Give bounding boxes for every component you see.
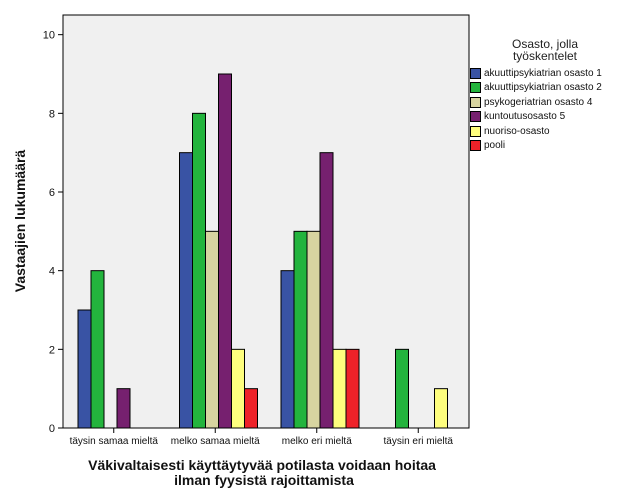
bar <box>244 388 258 429</box>
y-tick-label: 0 <box>49 423 55 435</box>
bar <box>90 270 105 429</box>
bar <box>116 388 131 429</box>
y-axis-label: Vastaajien lukumäärä <box>12 150 28 293</box>
legend-label: psykogeriatrian osasto 4 <box>484 96 593 108</box>
bar <box>306 230 321 429</box>
legend-items: akuuttipsykiatrian osasto 1 akuuttipsykia… <box>470 66 620 153</box>
bar <box>179 152 193 429</box>
legend-swatch <box>470 125 481 137</box>
legend-swatch <box>470 111 481 123</box>
legend-item: pooli <box>470 139 620 154</box>
legend-item: akuuttipsykiatrian osasto 2 <box>470 81 620 96</box>
y-axis: 0 2 4 6 8 10 <box>43 30 63 435</box>
bar <box>332 348 347 429</box>
x-axis-label-line-1: Väkivaltaisesti käyttäytyvää potilasta v… <box>88 457 436 473</box>
bar <box>205 230 219 429</box>
y-tick-label: 10 <box>43 30 55 42</box>
bar <box>293 230 308 429</box>
legend-label: nuoriso-osasto <box>484 125 550 137</box>
legend-item: akuuttipsykiatrian osasto 1 <box>470 66 620 81</box>
legend-swatch <box>470 82 481 94</box>
x-axis-label: Väkivaltaisesti käyttäytyvää potilasta v… <box>88 457 440 488</box>
legend-swatch <box>470 67 481 79</box>
x-tick-label: täysin eri mieltä <box>384 436 454 447</box>
x-tick-label: täysin samaa mieltä <box>70 436 159 447</box>
bar <box>280 270 295 429</box>
legend-label: kuntoutusosasto 5 <box>484 111 566 123</box>
legend-title: Osasto, jolla työskentelet <box>470 38 620 62</box>
legend-item: psykogeriatrian osasto 4 <box>470 95 620 110</box>
legend-title-line-2: työskentelet <box>512 49 578 63</box>
legend: Osasto, jolla työskentelet akuuttipsykia… <box>470 38 620 153</box>
x-axis-label-line-2: ilman fyysistä rajoittamista <box>174 472 354 488</box>
legend-item: kuntoutusosasto 5 <box>470 110 620 125</box>
legend-swatch <box>470 96 481 108</box>
legend-label: pooli <box>484 140 506 152</box>
x-tick-label: melko samaa mieltä <box>171 436 260 447</box>
bar <box>218 73 232 429</box>
bars <box>77 73 448 429</box>
y-tick-label: 6 <box>49 187 55 199</box>
x-tick-label: melko eri mieltä <box>282 436 352 447</box>
bar <box>77 309 92 429</box>
bar <box>192 112 206 429</box>
bar <box>434 388 448 429</box>
bar <box>231 348 245 429</box>
x-axis: täysin samaa mieltä melko samaa mieltä mel… <box>70 428 454 447</box>
bar <box>395 348 409 429</box>
legend-label: akuuttipsykiatrian osasto 2 <box>484 82 602 94</box>
bar <box>319 152 334 429</box>
y-tick-label: 8 <box>49 108 55 120</box>
legend-swatch <box>470 140 481 152</box>
legend-title-line-1: Osasto, jolla <box>511 37 579 51</box>
bar <box>345 348 360 429</box>
legend-item: nuoriso-osasto <box>470 124 620 139</box>
legend-label: akuuttipsykiatrian osasto 1 <box>484 67 602 79</box>
y-tick-label: 2 <box>49 344 55 356</box>
y-tick-label: 4 <box>49 266 55 278</box>
